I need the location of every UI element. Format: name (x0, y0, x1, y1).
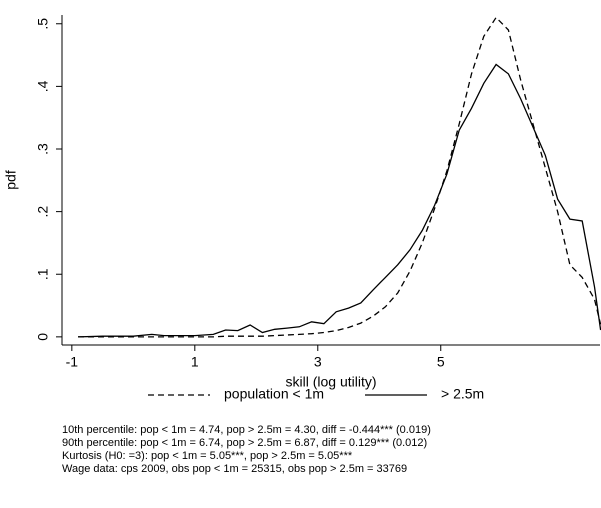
series-line (78, 16, 601, 338)
x-tick-label: 3 (314, 354, 322, 370)
x-tick-label: -1 (66, 354, 79, 370)
y-tick-label: 0 (35, 333, 51, 341)
y-tick-label: .1 (35, 268, 51, 280)
series-line (77, 63, 601, 338)
note: Wage data: cps 2009, obs pop < 1m = 2531… (62, 463, 407, 475)
y-tick-label: .4 (35, 80, 51, 92)
y-tick-label: .3 (35, 143, 51, 155)
y-tick-label: .2 (35, 206, 51, 218)
legend-label: population < 1m (224, 386, 324, 402)
x-tick-label: 1 (191, 354, 199, 370)
y-tick-label: .5 (35, 18, 51, 30)
note: 90th percentile: pop < 1m = 6.74, pop > … (62, 437, 427, 449)
note: Kurtosis (H0: =3): pop < 1m = 5.05***, p… (62, 450, 353, 462)
legend-label: > 2.5m (441, 386, 484, 402)
note: 10th percentile: pop < 1m = 4.74, pop > … (62, 424, 431, 436)
y-axis-label: pdf (3, 170, 19, 190)
x-axis-label: skill (log utility) (285, 374, 376, 390)
x-tick-label: 5 (437, 354, 445, 370)
